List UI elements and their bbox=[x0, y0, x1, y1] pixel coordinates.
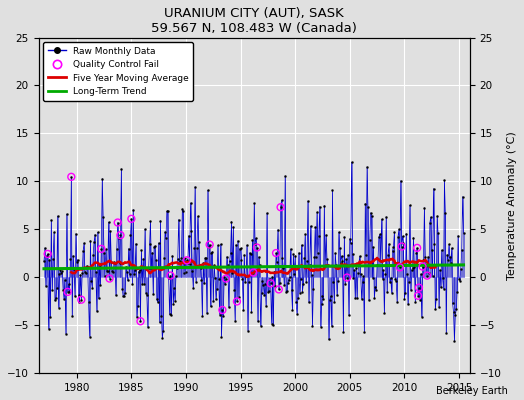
Long-Term Trend bbox=[318, 264, 324, 269]
Quality Control Fail bbox=[423, 272, 431, 279]
Line: Five Year Moving Average: Five Year Moving Average bbox=[71, 258, 436, 277]
Quality Control Fail bbox=[233, 298, 241, 305]
Quality Control Fail bbox=[272, 250, 280, 256]
Y-axis label: Temperature Anomaly (°C): Temperature Anomaly (°C) bbox=[507, 131, 517, 280]
Long-Term Trend bbox=[41, 266, 47, 271]
Quality Control Fail bbox=[343, 274, 351, 281]
Quality Control Fail bbox=[97, 246, 105, 252]
Quality Control Fail bbox=[275, 286, 283, 293]
Five Year Moving Average bbox=[318, 267, 324, 272]
Raw Monthly Data bbox=[461, 231, 467, 236]
Quality Control Fail bbox=[183, 257, 191, 264]
Quality Control Fail bbox=[136, 318, 145, 324]
Five Year Moving Average bbox=[420, 259, 427, 264]
Text: Berkeley Earth: Berkeley Earth bbox=[436, 386, 508, 396]
Quality Control Fail bbox=[67, 174, 75, 180]
Line: Raw Monthly Data: Raw Monthly Data bbox=[43, 161, 465, 342]
Quality Control Fail bbox=[418, 263, 427, 270]
Quality Control Fail bbox=[105, 275, 114, 282]
Raw Monthly Data bbox=[451, 338, 457, 343]
Raw Monthly Data bbox=[385, 253, 391, 258]
Five Year Moving Average bbox=[384, 257, 390, 262]
Quality Control Fail bbox=[116, 232, 125, 238]
Raw Monthly Data bbox=[77, 299, 83, 304]
Quality Control Fail bbox=[413, 245, 421, 251]
Quality Control Fail bbox=[398, 243, 406, 250]
Raw Monthly Data bbox=[421, 205, 428, 210]
Raw Monthly Data bbox=[221, 274, 227, 279]
Long-Term Trend bbox=[77, 266, 83, 271]
Quality Control Fail bbox=[266, 280, 275, 286]
Quality Control Fail bbox=[396, 264, 404, 270]
Raw Monthly Data bbox=[318, 324, 324, 329]
Quality Control Fail bbox=[218, 307, 226, 313]
Quality Control Fail bbox=[249, 269, 257, 276]
Quality Control Fail bbox=[205, 241, 214, 248]
Long-Term Trend bbox=[420, 263, 427, 268]
Long-Term Trend bbox=[384, 263, 390, 268]
Quality Control Fail bbox=[127, 216, 136, 222]
Quality Control Fail bbox=[43, 251, 52, 257]
Five Year Moving Average bbox=[77, 267, 83, 272]
Raw Monthly Data bbox=[348, 160, 355, 164]
Quality Control Fail bbox=[277, 204, 285, 210]
Long-Term Trend bbox=[354, 264, 360, 268]
Title: URANIUM CITY (AUT), SASK
59.567 N, 108.483 W (Canada): URANIUM CITY (AUT), SASK 59.567 N, 108.4… bbox=[151, 7, 357, 35]
Five Year Moving Average bbox=[354, 261, 360, 266]
Legend: Raw Monthly Data, Quality Control Fail, Five Year Moving Average, Long-Term Tren: Raw Monthly Data, Quality Control Fail, … bbox=[43, 42, 193, 100]
Five Year Moving Average bbox=[221, 269, 227, 274]
Raw Monthly Data bbox=[355, 271, 361, 276]
Raw Monthly Data bbox=[41, 259, 47, 264]
Quality Control Fail bbox=[414, 292, 422, 299]
Quality Control Fail bbox=[166, 272, 174, 279]
Quality Control Fail bbox=[77, 296, 85, 303]
Quality Control Fail bbox=[63, 289, 72, 295]
Quality Control Fail bbox=[114, 219, 122, 226]
Quality Control Fail bbox=[415, 284, 423, 291]
Quality Control Fail bbox=[253, 244, 261, 251]
Long-Term Trend bbox=[221, 265, 227, 270]
Quality Control Fail bbox=[222, 275, 230, 282]
Line: Long-Term Trend: Long-Term Trend bbox=[44, 265, 464, 269]
Long-Term Trend bbox=[461, 262, 467, 267]
